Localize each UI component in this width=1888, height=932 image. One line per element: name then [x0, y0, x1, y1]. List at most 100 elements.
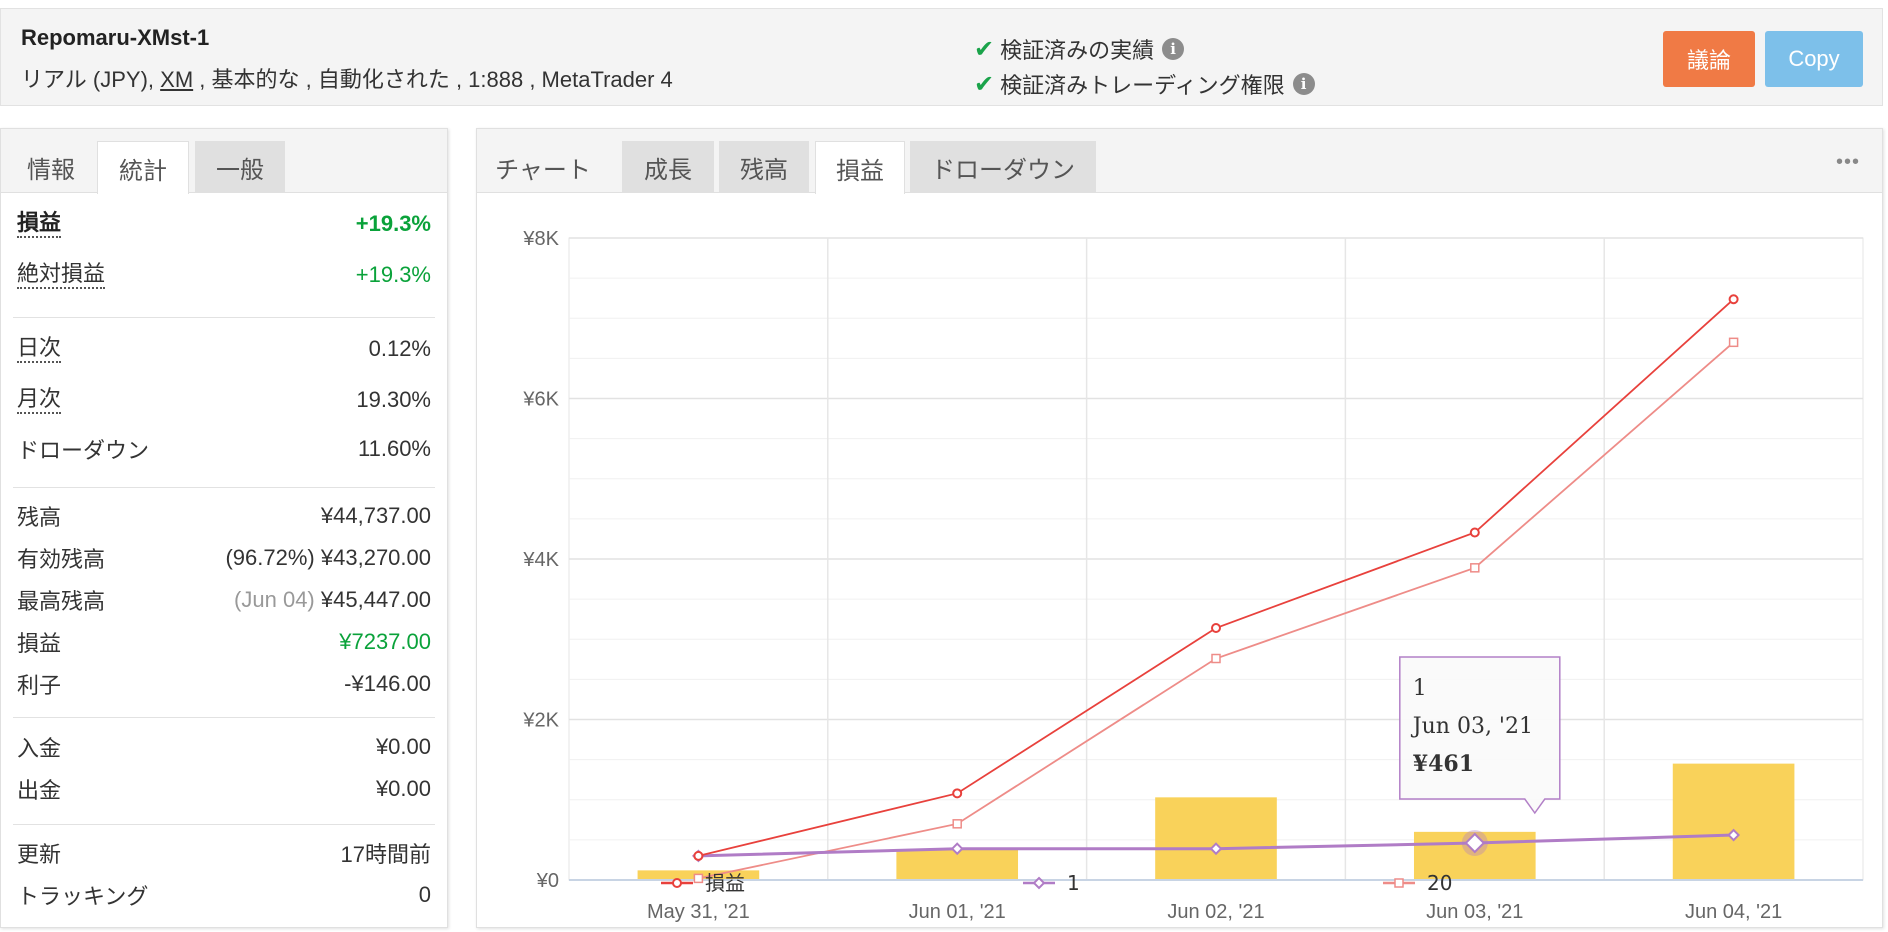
tooltip-series: 1: [1413, 676, 1427, 701]
bar: [1672, 763, 1795, 880]
stat-label[interactable]: 月次: [17, 386, 62, 414]
stat-label: 有効残高: [17, 547, 106, 572]
stat-deposit: 入金 ¥0.00: [17, 730, 431, 764]
account-type: リアル (JPY),: [21, 67, 155, 92]
stat-balance: 残高 ¥44,737.00: [17, 499, 431, 533]
y-tick-label: ¥0: [536, 870, 559, 892]
y-tick-label: ¥4K: [522, 549, 559, 571]
x-tick-label: May 31, '21: [647, 901, 750, 923]
x-tick-label: Jun 02, '21: [1167, 901, 1264, 923]
stat-tracking: トラッキング 0: [17, 878, 431, 912]
stat-label: ドローダウン: [17, 438, 150, 463]
x-tick-label: Jun 01, '21: [909, 901, 1006, 923]
info-icon[interactable]: i: [1292, 73, 1315, 95]
stats-tabs: 情報 統計 一般: [1, 129, 447, 194]
stat-label[interactable]: 日次: [17, 335, 62, 363]
verified-trading-label: 検証済みトレーディング権限: [1000, 73, 1285, 98]
data-point: [1211, 653, 1221, 664]
tab-balance[interactable]: 残高: [719, 141, 809, 193]
equity-percent: (96.72%): [225, 545, 315, 570]
verified-track-record: ✔ 検証済みの実績 i: [974, 33, 1185, 65]
highlighted-point: [1464, 832, 1486, 854]
tooltip-date: Jun 03, '21: [1411, 714, 1533, 739]
verified-trading-privileges: ✔ 検証済みトレーディング権限 i: [974, 68, 1315, 100]
x-tick-label: Jun 04, '21: [1685, 901, 1782, 923]
discuss-button[interactable]: 議論: [1663, 31, 1755, 87]
stat-value: -¥146.00: [344, 671, 431, 696]
stat-equity: 有効残高 (96.72%) ¥43,270.00: [17, 541, 431, 575]
highest-date: (Jun 04): [234, 587, 315, 612]
tab-chart[interactable]: チャート: [495, 156, 591, 184]
stat-updated: 更新 17時間前: [17, 836, 431, 870]
data-point: [1727, 828, 1741, 842]
stat-profit: 損益 +19.3%: [17, 207, 431, 241]
data-point: [1211, 623, 1221, 634]
check-icon: ✔: [974, 70, 995, 98]
tooltip-box: [1399, 656, 1561, 815]
stat-value: 0: [418, 882, 431, 907]
account-description: リアル (JPY), XM , 基本的な , 自動化された , 1:888 , …: [21, 62, 673, 94]
legend-item[interactable]: 損益: [661, 871, 745, 895]
data-point: [1728, 294, 1739, 305]
stat-label: 残高: [17, 505, 62, 530]
tooltip-value: ¥461: [1413, 751, 1474, 777]
tab-general[interactable]: 一般: [195, 141, 285, 193]
equity-amount: ¥43,270.00: [320, 545, 431, 570]
data-point: [1728, 337, 1739, 348]
stat-value: ¥0.00: [375, 776, 431, 801]
stat-value: (Jun 04) ¥45,447.00: [234, 587, 431, 613]
tab-info[interactable]: 情報: [27, 156, 75, 184]
data-point: [1209, 842, 1223, 856]
x-tick-label: Jun 03, '21: [1426, 901, 1523, 923]
stats-panel: 情報 統計 一般 損益 +19.3% 絶対損益 +19.3% 日次 0.12% …: [0, 128, 448, 928]
account-details: , 基本的な , 自動化された , 1:888 , MetaTrader 4: [199, 67, 673, 92]
copy-button[interactable]: Copy: [1765, 31, 1863, 87]
stat-monthly: 月次 19.30%: [17, 383, 431, 417]
tab-stats[interactable]: 統計: [97, 141, 189, 194]
stat-value: ¥7237.00: [339, 629, 431, 654]
stat-value: ¥44,737.00: [320, 503, 431, 528]
data-point: [1469, 527, 1480, 538]
account-header: Repomaru-XMst-1 リアル (JPY), XM , 基本的な , 自…: [0, 8, 1883, 106]
legend-marker: [672, 878, 682, 888]
data-point: [952, 819, 962, 829]
profit-chart: ¥0 ¥2K ¥4K ¥6K ¥8K May 31, '21 Jun 01, '21 Jun …: [522, 228, 1864, 923]
stat-highest: 最高残高 (Jun 04) ¥45,447.00: [17, 583, 431, 617]
stat-value: 11.60%: [358, 436, 431, 461]
legend-label: 損益: [705, 871, 745, 895]
data-point: [693, 850, 704, 861]
broker-link[interactable]: XM: [160, 67, 194, 92]
legend-item[interactable]: 1: [1023, 871, 1080, 895]
legend-item[interactable]: 20: [1383, 871, 1452, 895]
stat-interest: 利子 -¥146.00: [17, 667, 431, 701]
stat-label: 入金: [17, 736, 62, 761]
more-options-icon[interactable]: •••: [1835, 151, 1860, 173]
chart-panel: チャート 成長 残高 損益 ドローダウン ••• ¥0 ¥2K ¥4K ¥6K ¥8K M…: [476, 128, 1883, 928]
stat-value: (96.72%) ¥43,270.00: [225, 545, 431, 571]
stat-absolute-profit: 絶対損益 +19.3%: [17, 258, 431, 292]
info-icon[interactable]: i: [1162, 38, 1185, 60]
legend-label: 1: [1067, 871, 1080, 895]
stat-label[interactable]: 絶対損益: [17, 261, 106, 289]
data-point: [950, 842, 964, 856]
highest-amount: ¥45,447.00: [320, 587, 431, 612]
tab-drawdown[interactable]: ドローダウン: [910, 141, 1096, 193]
stat-pl: 損益 ¥7237.00: [17, 625, 431, 659]
account-name: Repomaru-XMst-1: [21, 25, 210, 50]
data-point: [693, 873, 704, 884]
tab-profit[interactable]: 損益: [815, 141, 905, 194]
stat-label[interactable]: 損益: [17, 210, 62, 238]
tab-growth[interactable]: 成長: [622, 141, 714, 193]
stat-withdrawal: 出金 ¥0.00: [17, 772, 431, 806]
divider: [13, 717, 435, 718]
check-icon: ✔: [974, 35, 995, 63]
verified-track-label: 検証済みの実績: [1000, 38, 1155, 63]
stat-value: +19.3%: [355, 211, 431, 236]
y-tick-label: ¥8K: [522, 228, 559, 250]
stat-daily: 日次 0.12%: [17, 332, 431, 366]
stat-value: ¥0.00: [375, 734, 431, 759]
legend-marker: [1032, 876, 1046, 890]
data-point: [1470, 563, 1480, 573]
y-tick-label: ¥2K: [522, 710, 559, 732]
data-point: [952, 788, 963, 799]
